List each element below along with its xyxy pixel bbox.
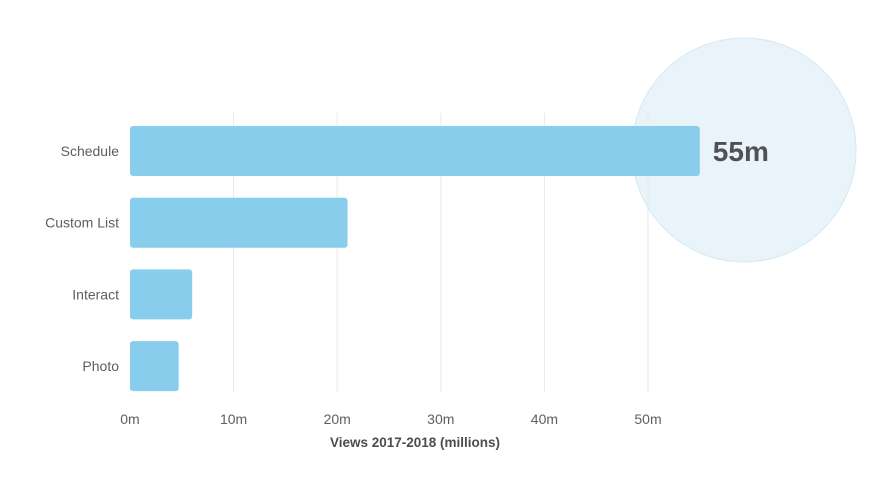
x-tick-label: 10m — [220, 411, 247, 427]
x-axis-title: Views 2017-2018 (millions) — [330, 435, 500, 450]
category-label: Photo — [82, 358, 119, 374]
x-tick-label: 20m — [324, 411, 351, 427]
x-tick-label: 30m — [427, 411, 454, 427]
category-labels: Schedule Custom List Interact Photo — [45, 143, 119, 374]
bars — [130, 126, 700, 392]
x-tick-label: 50m — [634, 411, 661, 427]
bar-interact — [130, 269, 193, 320]
x-tick-label: 0m — [120, 411, 139, 427]
x-tick-labels: 0m 10m 20m 30m 40m 50m — [120, 411, 661, 427]
category-label: Custom List — [45, 215, 119, 231]
category-label: Interact — [72, 286, 119, 302]
bar-custom-list — [130, 197, 348, 248]
bar-schedule — [130, 126, 700, 176]
highlight-value-label: 55m — [713, 136, 769, 167]
bar-photo — [130, 341, 179, 392]
category-label: Schedule — [61, 143, 120, 159]
x-tick-label: 40m — [531, 411, 558, 427]
